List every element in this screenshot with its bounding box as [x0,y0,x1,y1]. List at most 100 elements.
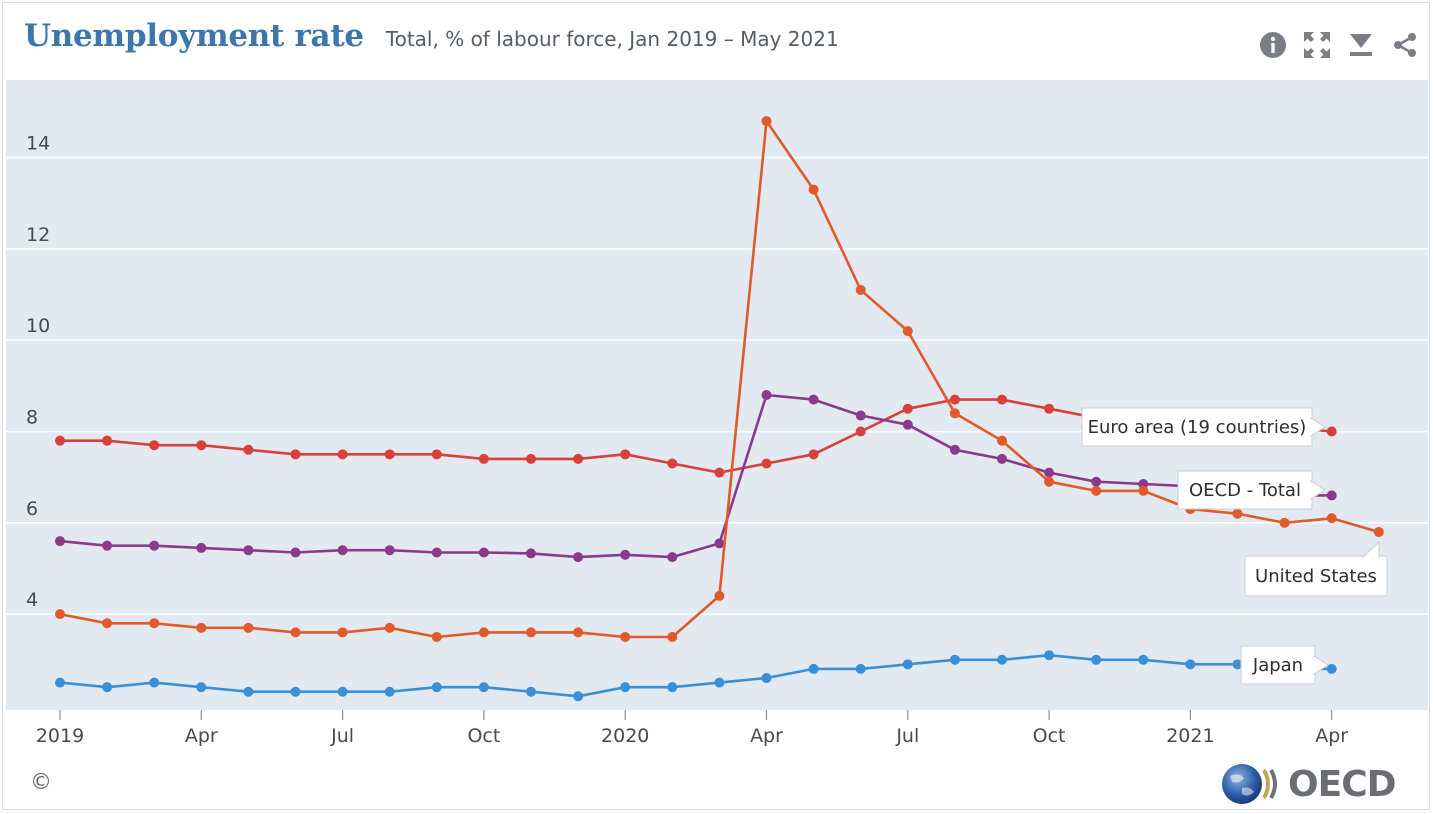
data-point[interactable] [714,538,725,549]
data-point[interactable] [337,627,348,638]
data-point[interactable] [384,545,395,556]
data-point[interactable] [573,453,584,464]
download-button[interactable] [1346,30,1376,60]
data-point[interactable] [1044,403,1055,414]
data-point[interactable] [761,390,772,400]
series-japan[interactable] [55,650,1337,702]
data-point[interactable] [949,654,960,665]
data-point[interactable] [55,536,65,547]
data-point[interactable] [384,686,395,697]
data-point[interactable] [1185,659,1196,670]
data-point[interactable] [1232,659,1243,670]
info-button[interactable] [1258,30,1288,60]
data-point[interactable] [573,552,584,563]
data-point[interactable] [431,449,442,460]
series-united-states[interactable] [55,116,1384,642]
series-label[interactable]: OECD - Total [1177,470,1326,510]
data-point[interactable] [149,440,160,451]
data-point[interactable] [667,682,678,693]
data-point[interactable] [478,453,489,464]
data-point[interactable] [855,663,866,674]
data-point[interactable] [1044,476,1055,487]
series-line[interactable] [59,393,1332,559]
data-point[interactable] [949,394,960,405]
data-point[interactable] [949,444,960,455]
data-point[interactable] [290,686,301,697]
data-point[interactable] [1138,654,1149,665]
data-point[interactable] [290,547,301,558]
data-point[interactable] [478,627,489,638]
data-point[interactable] [761,458,772,469]
data-point[interactable] [620,449,631,460]
oecd-logo[interactable]: OECD [1220,762,1396,806]
data-point[interactable] [667,631,678,642]
data-point[interactable] [620,631,631,642]
data-point[interactable] [761,673,772,684]
data-point[interactable] [431,631,442,642]
data-point[interactable] [573,627,584,638]
data-point[interactable] [808,394,819,405]
data-point[interactable] [855,426,866,437]
data-point[interactable] [949,408,960,419]
data-point[interactable] [337,686,348,697]
data-point[interactable] [384,449,395,460]
data-point[interactable] [808,663,819,674]
data-point[interactable] [714,677,725,688]
data-point[interactable] [149,540,160,551]
data-point[interactable] [1091,485,1102,496]
data-point[interactable] [431,682,442,693]
data-point[interactable] [55,609,65,620]
data-point[interactable] [55,435,65,446]
data-point[interactable] [1326,663,1337,674]
data-point[interactable] [478,682,489,693]
fullscreen-button[interactable] [1302,30,1332,60]
data-point[interactable] [620,682,631,693]
data-point[interactable] [902,419,913,430]
data-point[interactable] [431,547,442,558]
data-point[interactable] [384,622,395,633]
data-point[interactable] [667,552,678,563]
data-point[interactable] [1326,490,1337,501]
data-point[interactable] [902,659,913,670]
data-point[interactable] [1044,467,1055,478]
data-point[interactable] [855,285,866,295]
data-point[interactable] [478,547,489,558]
data-point[interactable] [997,394,1007,405]
series-line[interactable] [59,653,1332,698]
data-point[interactable] [102,682,113,693]
data-point[interactable] [997,654,1007,665]
data-point[interactable] [243,686,254,697]
data-point[interactable] [573,691,584,702]
data-point[interactable] [102,540,113,551]
data-point[interactable] [620,549,631,560]
data-point[interactable] [149,618,160,629]
data-point[interactable] [337,449,348,460]
data-point[interactable] [337,545,348,556]
data-point[interactable] [196,542,207,553]
data-point[interactable] [243,444,254,455]
data-point[interactable] [196,682,207,693]
data-point[interactable] [1138,485,1149,496]
data-point[interactable] [196,622,207,633]
data-point[interactable] [808,449,819,460]
data-point[interactable] [1232,508,1243,519]
data-point[interactable] [55,677,65,688]
data-point[interactable] [1279,517,1290,528]
data-point[interactable] [102,618,113,629]
data-point[interactable] [526,627,536,638]
data-point[interactable] [290,627,301,638]
data-point[interactable] [667,458,678,469]
copyright-mark[interactable]: © [30,770,52,795]
data-point[interactable] [290,449,301,460]
data-point[interactable] [526,686,536,697]
data-point[interactable] [1138,479,1149,490]
series-label[interactable]: Japan [1240,645,1329,685]
data-point[interactable] [1091,476,1102,487]
data-point[interactable] [902,403,913,414]
data-point[interactable] [714,590,725,601]
series-label[interactable]: United States [1244,540,1388,597]
data-point[interactable] [526,453,536,464]
share-button[interactable] [1390,30,1420,60]
data-point[interactable] [997,453,1007,464]
data-point[interactable] [997,435,1007,446]
